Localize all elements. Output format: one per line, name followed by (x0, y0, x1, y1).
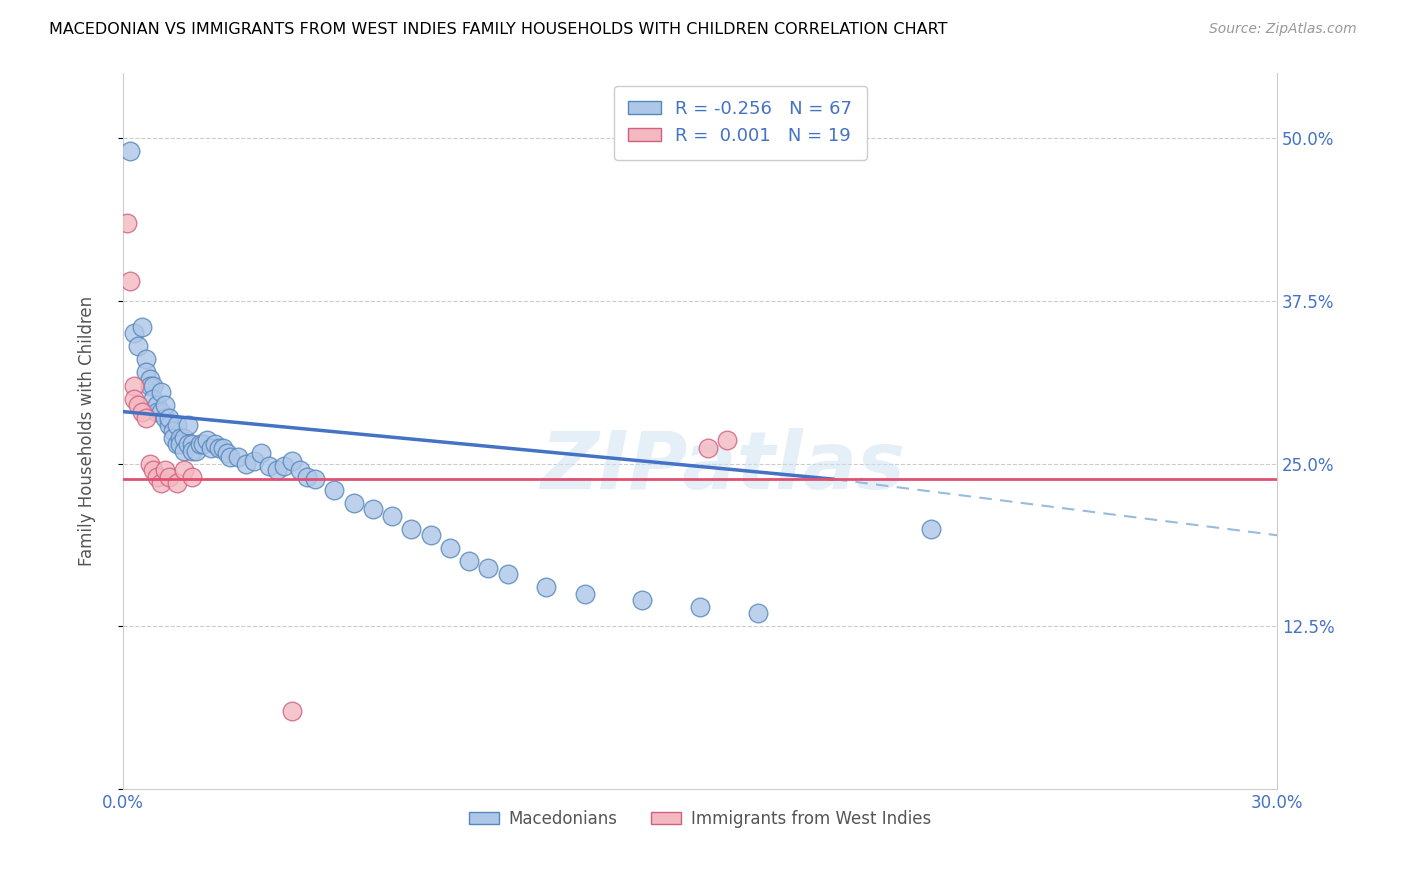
Point (120, 274, 142, 288)
Point (162, 431, 184, 445)
Point (127, 398, 149, 412)
Point (131, 320, 153, 334)
Point (215, 446, 238, 460)
Point (304, 472, 326, 486)
Point (419, 528, 441, 542)
Point (177, 417, 200, 432)
Point (142, 463, 165, 477)
Point (142, 378, 165, 392)
Point (281, 704, 304, 718)
Point (181, 443, 204, 458)
Point (150, 404, 173, 418)
Text: MACEDONIAN VS IMMIGRANTS FROM WEST INDIES FAMILY HOUSEHOLDS WITH CHILDREN CORREL: MACEDONIAN VS IMMIGRANTS FROM WEST INDIE… (49, 22, 948, 37)
Point (157, 469, 180, 483)
Point (342, 496, 364, 510)
Point (122, 378, 145, 392)
Point (177, 437, 200, 451)
Y-axis label: Family Households with Children: Family Households with Children (79, 296, 96, 566)
Point (122, 326, 145, 341)
Point (574, 587, 596, 601)
Point (208, 441, 231, 455)
Point (120, 144, 142, 158)
Point (401, 522, 423, 536)
Point (150, 384, 173, 399)
Point (169, 431, 191, 445)
Point (297, 469, 319, 483)
Point (166, 437, 188, 451)
Text: Source: ZipAtlas.com: Source: ZipAtlas.com (1209, 22, 1357, 37)
Point (173, 431, 195, 445)
Text: ZIPatlas: ZIPatlas (540, 428, 905, 506)
Point (257, 459, 280, 474)
Point (131, 404, 153, 418)
Point (173, 443, 195, 458)
Point (127, 339, 149, 353)
Point (235, 457, 257, 471)
Point (146, 404, 169, 418)
Point (153, 398, 176, 412)
Point (169, 437, 191, 451)
Point (122, 392, 145, 406)
Point (153, 463, 176, 477)
Point (150, 476, 173, 491)
Point (138, 457, 160, 471)
Point (496, 567, 519, 582)
Point (273, 459, 295, 474)
Point (157, 417, 180, 432)
Point (204, 437, 226, 451)
Point (920, 522, 942, 536)
Point (195, 434, 218, 448)
Point (716, 434, 738, 448)
Point (138, 372, 160, 386)
Point (381, 508, 404, 523)
Point (250, 446, 273, 460)
Point (146, 398, 169, 412)
Point (135, 411, 157, 425)
Point (153, 411, 176, 425)
Point (266, 463, 288, 477)
Point (166, 476, 188, 491)
Point (439, 541, 461, 556)
Point (193, 437, 215, 451)
Point (135, 352, 157, 367)
Point (458, 554, 481, 568)
Point (142, 392, 165, 406)
Point (135, 366, 157, 380)
Point (146, 469, 169, 483)
Point (211, 441, 233, 455)
Point (288, 463, 311, 477)
Point (361, 502, 384, 516)
Point (323, 483, 346, 497)
Point (219, 450, 242, 464)
Point (226, 450, 249, 464)
Point (477, 561, 499, 575)
Point (188, 437, 211, 451)
Point (200, 441, 222, 455)
Point (157, 411, 180, 425)
Point (696, 441, 718, 455)
Point (689, 599, 711, 614)
Point (138, 378, 160, 392)
Point (631, 593, 654, 607)
Point (281, 454, 304, 468)
Point (173, 463, 195, 477)
Legend: Macedonians, Immigrants from West Indies: Macedonians, Immigrants from West Indies (463, 804, 938, 835)
Point (184, 443, 207, 458)
Point (166, 417, 188, 432)
Point (242, 454, 264, 468)
Point (115, 216, 138, 230)
Point (181, 469, 204, 483)
Point (534, 580, 557, 594)
Point (747, 607, 769, 621)
Point (181, 437, 204, 451)
Point (162, 424, 184, 438)
